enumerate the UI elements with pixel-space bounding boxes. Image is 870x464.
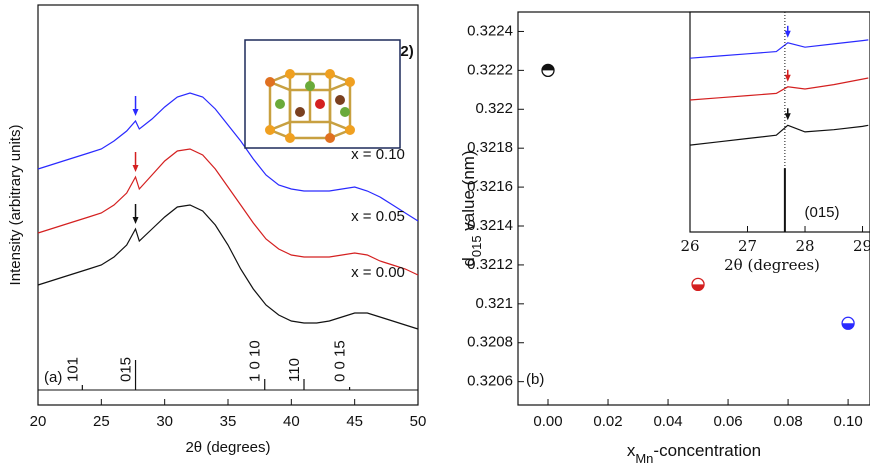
x-tick-label: 0.10 — [833, 413, 862, 430]
y-tick-label: 0.3222 — [467, 61, 513, 78]
spectrum-line — [37, 92, 419, 222]
point-half-fill — [542, 64, 555, 71]
y-tick-label: 0.3216 — [467, 178, 513, 195]
x-tick-label: 0.08 — [773, 413, 802, 430]
inset-x-label: 2θ (degrees) — [724, 256, 820, 274]
x-tick-label: 25 — [93, 413, 110, 430]
y-tick-label: 0.3214 — [467, 217, 513, 234]
x-tick-label: 30 — [156, 413, 173, 430]
y-axis-label-part: 015 — [469, 235, 484, 257]
x-tick-label: 27 — [738, 237, 757, 255]
y-tick-label: 0.3224 — [467, 22, 513, 39]
stick-label: 110 — [286, 358, 303, 382]
point-half-fill — [692, 284, 705, 291]
plot-frame — [689, 11, 870, 233]
x-axis-label-part: x — [627, 441, 636, 460]
x-axis-label-part: -concentration — [653, 441, 761, 460]
x-tick-label: 35 — [220, 413, 237, 430]
stick-label: 101 — [64, 357, 81, 382]
peak-arrow-head — [132, 217, 139, 224]
spectrum-line — [689, 124, 869, 146]
spectrum-line — [689, 39, 869, 59]
peak-arrow-head — [784, 74, 791, 82]
y-tick-label: 0.321 — [475, 295, 513, 312]
spectrum-line — [37, 204, 419, 330]
x-tick-label: 0.04 — [653, 413, 682, 430]
peak-arrow-head — [784, 30, 791, 38]
x-tick-label: 40 — [283, 413, 300, 430]
x-tick-label: 26 — [680, 237, 699, 255]
stick-label: 015 — [118, 357, 135, 382]
x-tick-label: 50 — [410, 413, 427, 430]
y-axis-label-part: d — [459, 257, 478, 266]
data-point — [541, 63, 555, 78]
peak-arrow-head — [132, 165, 139, 172]
x-axis-label: 2θ (degrees) — [185, 439, 270, 456]
stick-label: 1 0 10 — [247, 340, 264, 382]
y-axis-label-part: value (nm) — [459, 150, 478, 235]
x-axis-label-part: Mn — [635, 451, 653, 464]
x-tick-label: 0.00 — [533, 413, 562, 430]
spectrum-line — [37, 148, 419, 276]
x-tick-label: 0.06 — [713, 413, 742, 430]
crystal-structure — [244, 39, 401, 149]
stick-label: (015) — [804, 204, 839, 221]
y-tick-label: 0.3218 — [467, 139, 513, 156]
stick-label: 0 0 15 — [332, 340, 349, 382]
x-axis-label: xMn-concentration — [627, 441, 761, 464]
y-tick-label: 0.3212 — [467, 256, 513, 273]
peak-arrow-head — [784, 113, 791, 121]
panel-label: (a) — [44, 369, 62, 386]
panel-label: (b) — [526, 371, 544, 388]
x-tick-label: 29 — [853, 237, 870, 255]
x-tick-label: 45 — [346, 413, 363, 430]
y-axis-label: d015 value (nm) — [459, 150, 483, 266]
series-label: x = 0.00 — [351, 264, 405, 281]
series-label: x = 0.05 — [351, 208, 405, 225]
y-tick-label: 0.3206 — [467, 373, 513, 390]
spectrum-line — [689, 77, 869, 101]
y-tick-label: 0.3208 — [467, 334, 513, 351]
y-axis-label: Intensity (arbitrary units) — [7, 125, 24, 286]
x-tick-label: 0.02 — [593, 413, 622, 430]
point-half-fill — [842, 323, 855, 330]
data-point — [691, 277, 705, 292]
x-tick-label: 20 — [30, 413, 47, 430]
data-point — [841, 316, 855, 330]
y-tick-label: 0.322 — [475, 100, 513, 117]
peak-arrow-head — [132, 109, 139, 116]
series-label: x = 0.10 — [351, 146, 405, 163]
x-tick-label: 28 — [795, 237, 814, 255]
